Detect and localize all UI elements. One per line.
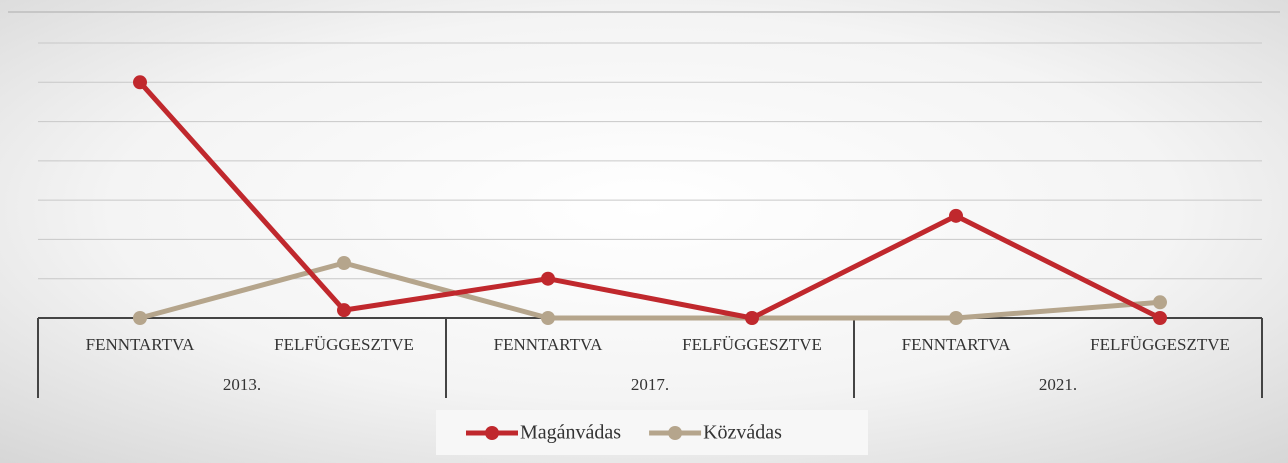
group-label: 2021. <box>1039 375 1077 394</box>
x-tick-label: FELFÜGGESZTVE <box>682 335 822 354</box>
point <box>133 75 147 90</box>
group-label: 2017. <box>631 375 669 394</box>
point <box>1153 311 1167 325</box>
group-label: 2013. <box>223 375 261 394</box>
x-tick-label: FENNTARTVA <box>86 335 195 354</box>
point <box>337 303 351 318</box>
legend-label: Magánvádas <box>520 422 621 444</box>
legend-label: Közvádas <box>703 422 782 444</box>
point <box>133 311 147 325</box>
x-tick-label: FELFÜGGESZTVE <box>1090 335 1230 354</box>
point <box>541 271 555 286</box>
point <box>1153 295 1167 310</box>
x-tick-label: FENNTARTVA <box>902 335 1011 354</box>
point <box>949 208 963 223</box>
point <box>337 256 351 270</box>
legend-marker <box>485 426 499 440</box>
point <box>745 311 759 325</box>
series-line <box>138 80 1162 321</box>
point <box>541 311 555 325</box>
legend-marker <box>668 426 683 440</box>
x-tick-label: FELFÜGGESZTVE <box>274 335 414 354</box>
point <box>949 311 963 325</box>
x-tick-label: FENNTARTVA <box>494 335 603 354</box>
